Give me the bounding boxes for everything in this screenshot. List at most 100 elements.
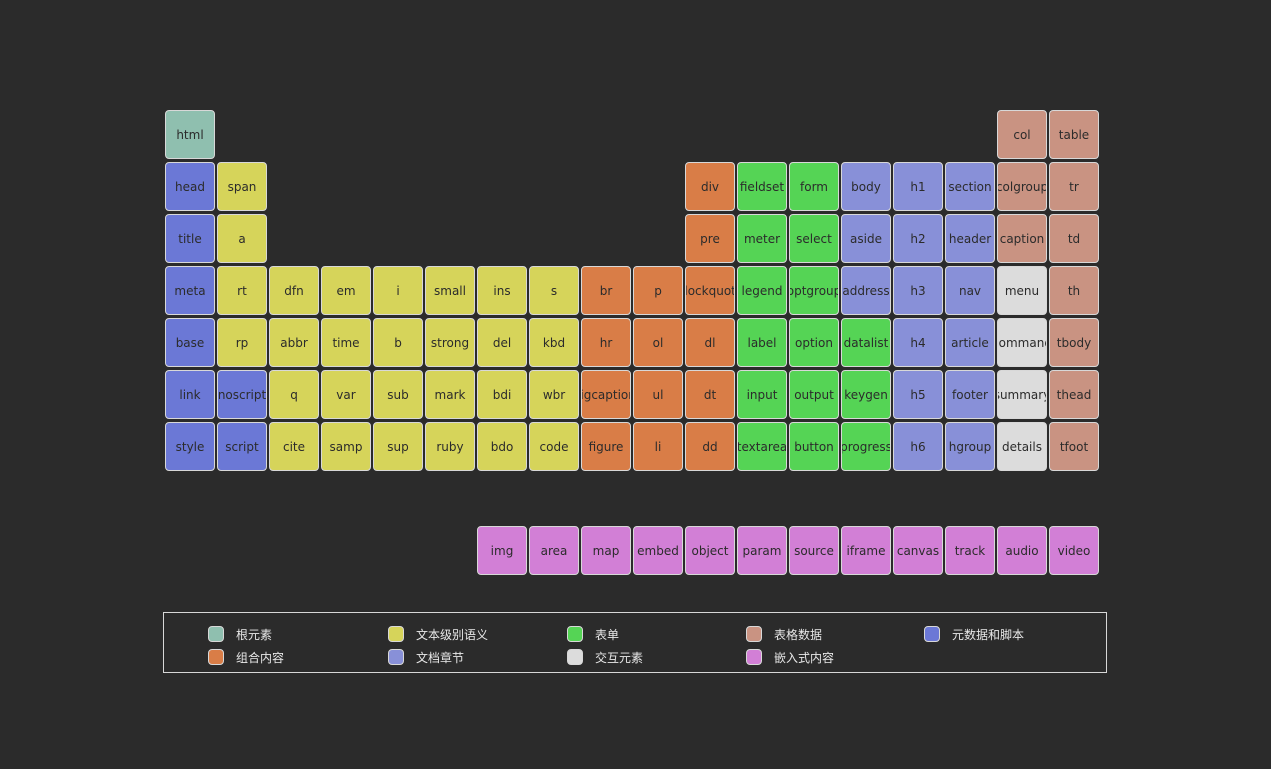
element-cell-map[interactable]: map [581,526,631,575]
element-cell-td[interactable]: td [1049,214,1099,263]
element-cell-ol[interactable]: ol [633,318,683,367]
element-cell-progress[interactable]: progress [841,422,891,471]
element-cell-h5[interactable]: h5 [893,370,943,419]
element-cell-aside[interactable]: aside [841,214,891,263]
element-cell-input[interactable]: input [737,370,787,419]
element-cell-h3[interactable]: h3 [893,266,943,315]
element-cell-style[interactable]: style [165,422,215,471]
element-cell-summary[interactable]: summary [997,370,1047,419]
element-cell-bdo[interactable]: bdo [477,422,527,471]
element-cell-b[interactable]: b [373,318,423,367]
element-cell-command[interactable]: command [997,318,1047,367]
element-cell-option[interactable]: option [789,318,839,367]
element-cell-object[interactable]: object [685,526,735,575]
element-cell-script[interactable]: script [217,422,267,471]
element-cell-span[interactable]: span [217,162,267,211]
element-cell-figcaption[interactable]: figcaption [581,370,631,419]
element-cell-del[interactable]: del [477,318,527,367]
element-cell-optgroup[interactable]: optgroup [789,266,839,315]
element-cell-sup[interactable]: sup [373,422,423,471]
element-cell-dt[interactable]: dt [685,370,735,419]
element-cell-time[interactable]: time [321,318,371,367]
element-cell-footer[interactable]: footer [945,370,995,419]
element-cell-button[interactable]: button [789,422,839,471]
element-cell-hgroup[interactable]: hgroup [945,422,995,471]
element-cell-datalist[interactable]: datalist [841,318,891,367]
element-cell-details[interactable]: details [997,422,1047,471]
element-cell-em[interactable]: em [321,266,371,315]
element-cell-bdi[interactable]: bdi [477,370,527,419]
element-cell-base[interactable]: base [165,318,215,367]
element-cell-fieldset[interactable]: fieldset [737,162,787,211]
element-cell-select[interactable]: select [789,214,839,263]
element-cell-rt[interactable]: rt [217,266,267,315]
element-cell-head[interactable]: head [165,162,215,211]
element-cell-br[interactable]: br [581,266,631,315]
element-cell-h6[interactable]: h6 [893,422,943,471]
element-cell-caption[interactable]: caption [997,214,1047,263]
element-cell-s[interactable]: s [529,266,579,315]
element-cell-sub[interactable]: sub [373,370,423,419]
element-cell-table[interactable]: table [1049,110,1099,159]
element-cell-audio[interactable]: audio [997,526,1047,575]
element-cell-form[interactable]: form [789,162,839,211]
element-cell-figure[interactable]: figure [581,422,631,471]
element-cell-legend[interactable]: legend [737,266,787,315]
element-cell-div[interactable]: div [685,162,735,211]
element-cell-th[interactable]: th [1049,266,1099,315]
element-cell-thead[interactable]: thead [1049,370,1099,419]
element-cell-area[interactable]: area [529,526,579,575]
element-cell-tbody[interactable]: tbody [1049,318,1099,367]
element-cell-ins[interactable]: ins [477,266,527,315]
element-cell-img[interactable]: img [477,526,527,575]
element-cell-wbr[interactable]: wbr [529,370,579,419]
element-cell-a[interactable]: a [217,214,267,263]
element-cell-h1[interactable]: h1 [893,162,943,211]
element-cell-textarea[interactable]: textarea [737,422,787,471]
element-cell-embed[interactable]: embed [633,526,683,575]
element-cell-hr[interactable]: hr [581,318,631,367]
element-cell-h2[interactable]: h2 [893,214,943,263]
element-cell-small[interactable]: small [425,266,475,315]
element-cell-h4[interactable]: h4 [893,318,943,367]
element-cell-address[interactable]: address [841,266,891,315]
element-cell-var[interactable]: var [321,370,371,419]
element-cell-i[interactable]: i [373,266,423,315]
element-cell-p[interactable]: p [633,266,683,315]
element-cell-body[interactable]: body [841,162,891,211]
element-cell-q[interactable]: q [269,370,319,419]
element-cell-mark[interactable]: mark [425,370,475,419]
element-cell-title[interactable]: title [165,214,215,263]
element-cell-source[interactable]: source [789,526,839,575]
element-cell-html[interactable]: html [165,110,215,159]
element-cell-li[interactable]: li [633,422,683,471]
element-cell-dl[interactable]: dl [685,318,735,367]
element-cell-cite[interactable]: cite [269,422,319,471]
element-cell-rp[interactable]: rp [217,318,267,367]
element-cell-noscript[interactable]: noscript [217,370,267,419]
element-cell-colgroup[interactable]: colgroup [997,162,1047,211]
element-cell-label[interactable]: label [737,318,787,367]
element-cell-ul[interactable]: ul [633,370,683,419]
element-cell-meter[interactable]: meter [737,214,787,263]
element-cell-tfoot[interactable]: tfoot [1049,422,1099,471]
element-cell-col[interactable]: col [997,110,1047,159]
element-cell-strong[interactable]: strong [425,318,475,367]
element-cell-nav[interactable]: nav [945,266,995,315]
element-cell-blockquote[interactable]: blockquote [685,266,735,315]
element-cell-output[interactable]: output [789,370,839,419]
element-cell-ruby[interactable]: ruby [425,422,475,471]
element-cell-pre[interactable]: pre [685,214,735,263]
element-cell-menu[interactable]: menu [997,266,1047,315]
element-cell-link[interactable]: link [165,370,215,419]
element-cell-tr[interactable]: tr [1049,162,1099,211]
element-cell-code[interactable]: code [529,422,579,471]
element-cell-dd[interactable]: dd [685,422,735,471]
element-cell-keygen[interactable]: keygen [841,370,891,419]
element-cell-dfn[interactable]: dfn [269,266,319,315]
element-cell-param[interactable]: param [737,526,787,575]
element-cell-track[interactable]: track [945,526,995,575]
element-cell-header[interactable]: header [945,214,995,263]
element-cell-meta[interactable]: meta [165,266,215,315]
element-cell-canvas[interactable]: canvas [893,526,943,575]
